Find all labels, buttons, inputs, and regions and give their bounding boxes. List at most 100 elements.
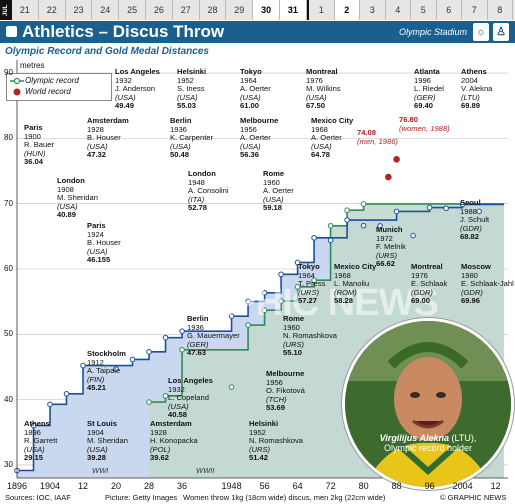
men-winner-label: Los Angeles 1932 J. Anderson (USA) 49.49 [115,67,160,111]
label-place: Helsinki [249,419,279,428]
day-cell: 2 [334,0,360,20]
label-value: 39.62 [150,453,170,463]
label-place: Amsterdam [150,419,192,428]
women-winner-label: Munich 1972 F. Melnik (URS) 66.62 [376,225,406,269]
label-value: 53.69 [266,403,286,413]
men-winner-point [459,201,466,208]
label-name: E. Schlaak [411,279,448,289]
label-nation: (GDR) [461,287,483,297]
label-place: Montreal [306,67,338,76]
label-place: London [57,176,85,185]
label-place: Athens [461,67,487,76]
x-tick-label: 1948 [221,481,242,491]
x-tick-label: 80 [358,481,369,491]
footer-note: Women throw 1kg (18cm wide) discus, men … [183,493,386,502]
label-place: Berlin [170,116,192,125]
men-winner-point [294,259,301,266]
label-year: 1968 [334,270,351,280]
legend-markers [10,77,24,96]
venue-label: Olympic Stadium [398,27,467,37]
label-value: 50.48 [170,150,190,160]
label-year: 1908 [57,184,74,194]
women-winner-point [360,201,367,207]
label-place: Berlin [187,314,209,323]
men-winner-point [162,334,169,341]
label-place: Athens [24,419,50,428]
y-tick-label: 40 [4,394,13,404]
label-nation: (USA) [240,141,261,151]
label-year: 1928 [150,427,167,437]
photo-caption: Virgilijus Alekna (LTU), Olympic record … [368,433,488,453]
label-name: N. Romashkova [283,331,338,341]
label-place: Paris [24,123,43,132]
women-winner-point [179,346,185,353]
label-name: N. Romashkova [249,436,304,446]
footer-sources: Sources: IOC, IAAF [5,493,71,502]
label-name: R. Bauer [24,140,54,150]
women-winner-label: Amsterdam 1928 H. Konopacka (POL) 39.62 [150,419,198,463]
label-value: 52.78 [188,203,208,213]
label-year: 1900 [24,131,41,141]
label-nation: (USA) [87,246,108,256]
footer-credit: © GRAPHIC NEWS [440,493,507,502]
label-year: 1972 [376,233,393,243]
men-winner-label: Berlin 1936 K. Carpenter (USA) 50.48 [170,116,213,160]
women-winner-point [278,298,284,304]
label-value: 47.63 [187,348,207,358]
day-cell: 29 [226,0,254,20]
women-winner-label: Moscow 1980 E. Schlaak-Jahl (GDR) 69.96 [461,262,514,306]
men-winner-point [443,205,449,212]
label-year: 1928 [87,124,104,134]
label-value: 66.62 [376,259,396,269]
title-bar: Athletics – Discus Throw Olympic Stadium… [0,21,515,43]
men-winner-point [344,217,350,223]
label-name: B. Houser [87,238,121,248]
men-winner-label: Montreal 1976 M. Wilkins (USA) 67.50 [306,67,341,111]
label-name: G. Mauermayer [187,331,240,341]
label-place: Tokyo [240,67,262,76]
label-place: Rome [263,169,285,178]
label-place: Los Angeles [168,376,213,385]
x-tick-label: 28 [144,481,155,491]
label-place: Melbourne [266,369,305,378]
label-value: 45.21 [87,383,107,393]
day-cell: 3 [360,0,386,20]
label-nation: (ROM) [334,287,357,297]
page-title: Athletics – Discus Throw [22,22,225,41]
label-name: M. Wilkins [306,84,341,94]
label-year: 2004 [461,75,478,85]
day-cell: 5 [411,0,437,20]
label-year: 1952 [249,427,266,437]
x-tick-label: 20 [111,481,122,491]
label-place: Los Angeles [115,67,160,76]
men-winner-label: Paris 1900 R. Bauer (HUN) 36.04 [24,123,54,167]
label-place: Tokyo [298,262,320,271]
men-winner-point [47,401,53,408]
x-tick-label: 96 [424,481,435,491]
label-value: 39.28 [87,453,107,463]
label-nation: (USA) [115,92,136,102]
label-nation: (URS) [298,287,320,297]
label-name: L. Copeland [168,393,209,403]
women-winner-label: Los Angeles 1932 L. Copeland (USA) 40.58 [168,376,213,420]
label-place: Atlanta [414,67,440,76]
label-year: 1968 [311,124,328,134]
label-name: A. Consolini [188,186,229,196]
legend-olympic-record: Olympic record [25,76,79,85]
label-value: 69.40 [414,101,434,111]
x-tick-label: 1904 [40,481,61,491]
men-winner-point [360,222,367,229]
label-name: J. Anderson [115,84,156,94]
label-value: 57.27 [298,296,318,306]
label-nation: (URS) [249,444,271,454]
world-record-note: (men, 1986) [357,136,398,146]
label-year: 1936 [187,322,204,332]
label-nation: (USA) [170,141,191,151]
war-label-wwii: WWII [196,466,215,475]
men-winner-point [410,232,416,239]
label-nation: (USA) [87,444,108,454]
label-value: 67.50 [306,101,326,111]
women-winner-label: Montreal 1976 E. Schlaak (GDR) 69.00 [411,262,448,306]
label-nation: (URS) [283,339,305,349]
